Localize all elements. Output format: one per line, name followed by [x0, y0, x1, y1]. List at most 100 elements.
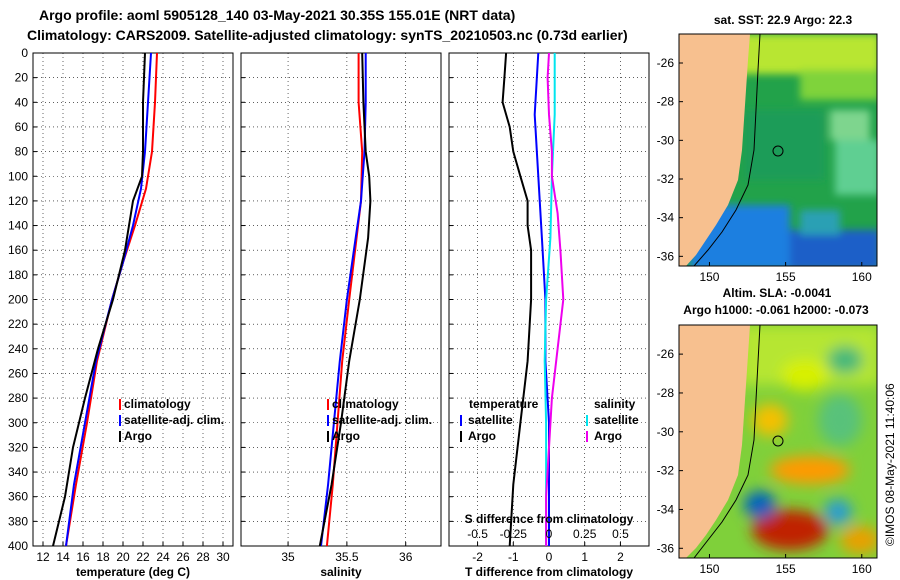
sst-map: sat. SST: 22.9 Argo: 22.3 150 155 160 -26 -2…	[657, 13, 878, 284]
depth-tick-label: 240	[8, 342, 28, 356]
map-y-tick-label: -32	[657, 172, 675, 186]
depth-tick-label: 180	[8, 268, 28, 282]
depth-tick-label: 360	[8, 490, 28, 504]
sla-land	[679, 325, 750, 558]
difference-legend-swatch	[460, 431, 462, 442]
sst-map-ticks: 150 155 160 -26 -28 -30 -32 -34 -36	[657, 56, 872, 284]
difference-legend-swatch	[460, 415, 462, 426]
temperature-legend-swatch	[119, 415, 121, 426]
temperature-x-tick-label: 22	[136, 550, 150, 564]
sst-map-frame	[678, 33, 878, 267]
sla-coastline	[693, 325, 761, 558]
temperature-x-tick-label: 24	[156, 550, 170, 564]
difference-legend-temperature-header: temperature	[469, 397, 539, 411]
depth-tick-label: 40	[15, 95, 29, 109]
depth-tick-label: 320	[8, 440, 28, 454]
difference-series-s-satellite	[543, 53, 556, 546]
depth-tick-label: 120	[8, 194, 28, 208]
difference-x-tick-label: -2	[472, 550, 483, 564]
temperature-series-argo	[52, 52, 146, 547]
depth-tick-label: 400	[8, 539, 28, 553]
depth-tick-label: 80	[15, 145, 29, 159]
temperature-x-tick-label: 12	[36, 550, 50, 564]
temperature-x-tick-label: 16	[76, 550, 90, 564]
difference-series-t-argo	[501, 52, 533, 547]
difference-legend-swatch	[586, 415, 588, 426]
difference-x-tick-label: 2	[617, 550, 624, 564]
difference-x2-tick-label: 0.5	[612, 527, 629, 541]
temperature-legend-swatch	[119, 399, 121, 410]
sst-map-title: sat. SST: 22.9 Argo: 22.3	[714, 13, 853, 27]
difference-legend-swatch	[586, 431, 588, 442]
temperature-x-tick-label: 30	[216, 550, 230, 564]
temperature-x-tick-label: 26	[176, 550, 190, 564]
map-x-tick-label: 155	[776, 270, 796, 284]
temperature-x-tick-label: 20	[116, 550, 130, 564]
map-y-tick-label: -36	[657, 541, 675, 555]
difference-series-s-argo	[545, 52, 565, 546]
sla-map-title: Altim. SLA: -0.0041	[723, 286, 832, 300]
difference-legend-label: Argo	[468, 429, 496, 443]
depth-tick-label: 300	[8, 416, 28, 430]
map-y-tick-label: -28	[657, 95, 675, 109]
difference-x2-tick-label: 0.25	[573, 527, 597, 541]
difference-legend-label: Argo	[594, 429, 622, 443]
map-y-tick-label: -30	[657, 133, 675, 147]
sla-map-frame	[678, 324, 878, 559]
depth-tick-label: 380	[8, 514, 28, 528]
map-x-tick-label: 160	[852, 270, 872, 284]
difference-legend-salinity-header: salinity	[594, 397, 636, 411]
difference-panel: -2 -1 0 1 2T difference from climatology temp…	[448, 52, 650, 579]
map-x-tick-label: 150	[699, 270, 719, 284]
difference-x-tick-label: 1	[581, 550, 588, 564]
map-x-tick-label: 160	[852, 562, 872, 576]
depth-tick-label: 220	[8, 317, 28, 331]
salinity-x-tick-label: 35.5	[335, 550, 359, 564]
temperature-x-tick-label: 28	[196, 550, 210, 564]
map-x-tick-label: 155	[776, 562, 796, 576]
salinity-legend-swatch	[327, 415, 329, 426]
difference-x2-tick-label: -0.25	[500, 527, 528, 541]
salinity-x-tick-label: 35	[281, 550, 295, 564]
difference-x2-axis-label: S difference from climatology	[465, 512, 634, 526]
depth-tick-label: 20	[15, 71, 29, 85]
depth-tick-label: 100	[8, 169, 28, 183]
salinity-x-tick-label: 36	[399, 550, 413, 564]
salinity-series-argo	[318, 52, 372, 547]
depth-tick-label: 280	[8, 391, 28, 405]
salinity-legend-label: climatology	[332, 397, 399, 411]
depth-tick-label: 60	[15, 120, 29, 134]
salinity-series-climatology	[325, 53, 364, 547]
profile-panels: 0204060801001201401601802002202402602803…	[8, 46, 650, 579]
map-y-tick-label: -34	[657, 502, 675, 516]
depth-tick-label: 340	[8, 465, 28, 479]
map-x-tick-label: 150	[699, 562, 719, 576]
salinity-legend-label: satellite-adj. clim.	[332, 413, 432, 427]
temperature-x-tick-label: 18	[96, 550, 110, 564]
difference-x2-tick-label: -0.5	[467, 527, 488, 541]
difference-x-tick-label: 0	[546, 550, 553, 564]
depth-tick-label: 260	[8, 366, 28, 380]
sla-map: Altim. SLA: -0.0041 Argo h1000: -0.061 h…	[657, 286, 878, 576]
difference-x2-tick-label: 0	[546, 527, 553, 541]
title-line-2: Climatology: CARS2009. Satellite-adjuste…	[27, 27, 628, 43]
salinity-legend-label: Argo	[332, 429, 360, 443]
map-y-tick-label: -32	[657, 464, 675, 478]
difference-x-axis-label: T difference from climatology	[465, 565, 633, 579]
sla-map-subtitle: Argo h1000: -0.061 h2000: -0.073	[683, 303, 869, 317]
temperature-x-axis-label: temperature (deg C)	[76, 565, 190, 579]
sla-field	[740, 325, 877, 554]
depth-tick-label: 140	[8, 219, 28, 233]
map-y-tick-label: -36	[657, 249, 675, 263]
depth-tick-label: 0	[21, 46, 28, 60]
depth-tick-label: 200	[8, 293, 28, 307]
salinity-legend-swatch	[327, 399, 329, 410]
temperature-x-tick-label: 14	[56, 550, 70, 564]
map-y-tick-label: -26	[657, 56, 675, 70]
sst-land	[679, 34, 750, 266]
imos-credit: ©IMOS 08-May-2021 11:40:06	[883, 383, 897, 546]
title-line-1: Argo profile: aoml 5905128_140 03-May-20…	[39, 7, 516, 23]
temperature-legend-label: Argo	[124, 429, 152, 443]
salinity-legend-swatch	[327, 431, 329, 442]
